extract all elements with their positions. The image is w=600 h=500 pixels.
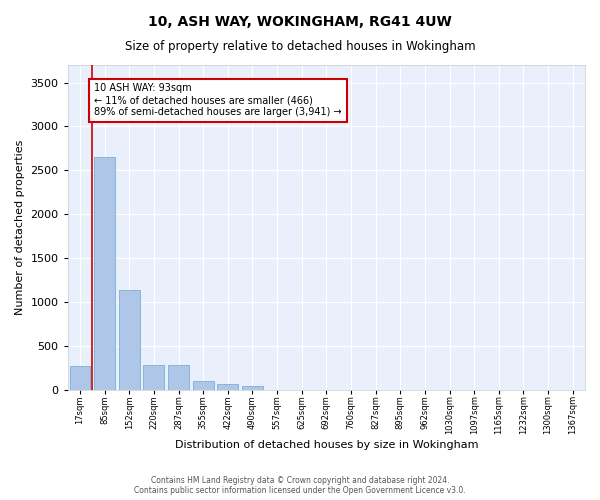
- Bar: [94, 157, 115, 390]
- X-axis label: Distribution of detached houses by size in Wokingham: Distribution of detached houses by size …: [175, 440, 478, 450]
- Text: Contains HM Land Registry data © Crown copyright and database right 2024.
Contai: Contains HM Land Registry data © Crown c…: [134, 476, 466, 495]
- Y-axis label: Number of detached properties: Number of detached properties: [15, 140, 25, 315]
- Bar: [70, 366, 91, 390]
- Bar: [119, 290, 140, 390]
- Bar: [168, 364, 189, 390]
- Text: Size of property relative to detached houses in Wokingham: Size of property relative to detached ho…: [125, 40, 475, 53]
- Bar: [242, 386, 263, 390]
- Text: 10 ASH WAY: 93sqm
← 11% of detached houses are smaller (466)
89% of semi-detache: 10 ASH WAY: 93sqm ← 11% of detached hous…: [94, 84, 342, 116]
- Text: 10, ASH WAY, WOKINGHAM, RG41 4UW: 10, ASH WAY, WOKINGHAM, RG41 4UW: [148, 15, 452, 29]
- Bar: [193, 382, 214, 390]
- Bar: [217, 384, 238, 390]
- Bar: [143, 364, 164, 390]
